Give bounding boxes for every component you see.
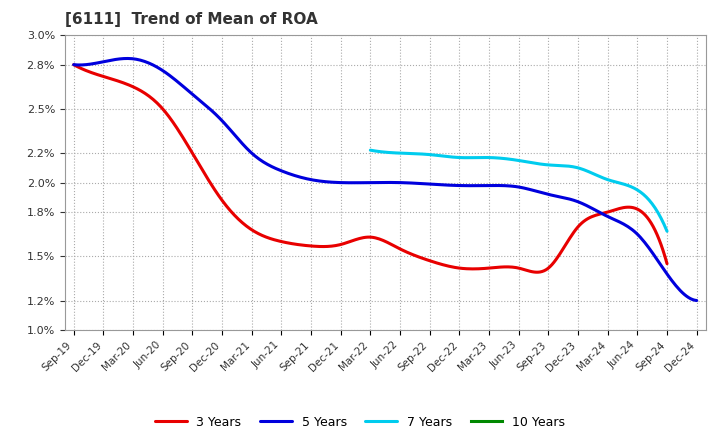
3 Years xyxy=(662,261,671,266)
7 Years xyxy=(541,162,550,167)
7 Years xyxy=(635,189,644,194)
3 Years xyxy=(609,208,618,213)
Line: 3 Years: 3 Years xyxy=(73,65,667,272)
7 Years xyxy=(366,147,374,153)
5 Years xyxy=(442,183,451,188)
7 Years xyxy=(543,162,552,168)
3 Years xyxy=(532,270,541,275)
5 Years xyxy=(693,298,701,303)
5 Years xyxy=(71,62,80,67)
3 Years xyxy=(71,63,80,68)
7 Years xyxy=(367,148,376,153)
5 Years xyxy=(597,210,606,216)
3 Years xyxy=(69,62,78,67)
5 Years xyxy=(440,182,449,187)
3 Years xyxy=(572,227,580,232)
3 Years xyxy=(423,257,431,262)
3 Years xyxy=(433,260,441,266)
3 Years xyxy=(420,257,429,262)
Text: [6111]  Trend of Mean of ROA: [6111] Trend of Mean of ROA xyxy=(65,12,318,27)
Line: 7 Years: 7 Years xyxy=(370,150,667,231)
5 Years xyxy=(453,183,462,188)
Line: 5 Years: 5 Years xyxy=(73,59,697,301)
5 Years xyxy=(69,62,78,67)
7 Years xyxy=(548,162,557,168)
5 Years xyxy=(124,56,132,61)
5 Years xyxy=(636,235,645,240)
Legend: 3 Years, 5 Years, 7 Years, 10 Years: 3 Years, 5 Years, 7 Years, 10 Years xyxy=(150,411,570,434)
7 Years xyxy=(616,180,625,186)
7 Years xyxy=(662,229,671,234)
